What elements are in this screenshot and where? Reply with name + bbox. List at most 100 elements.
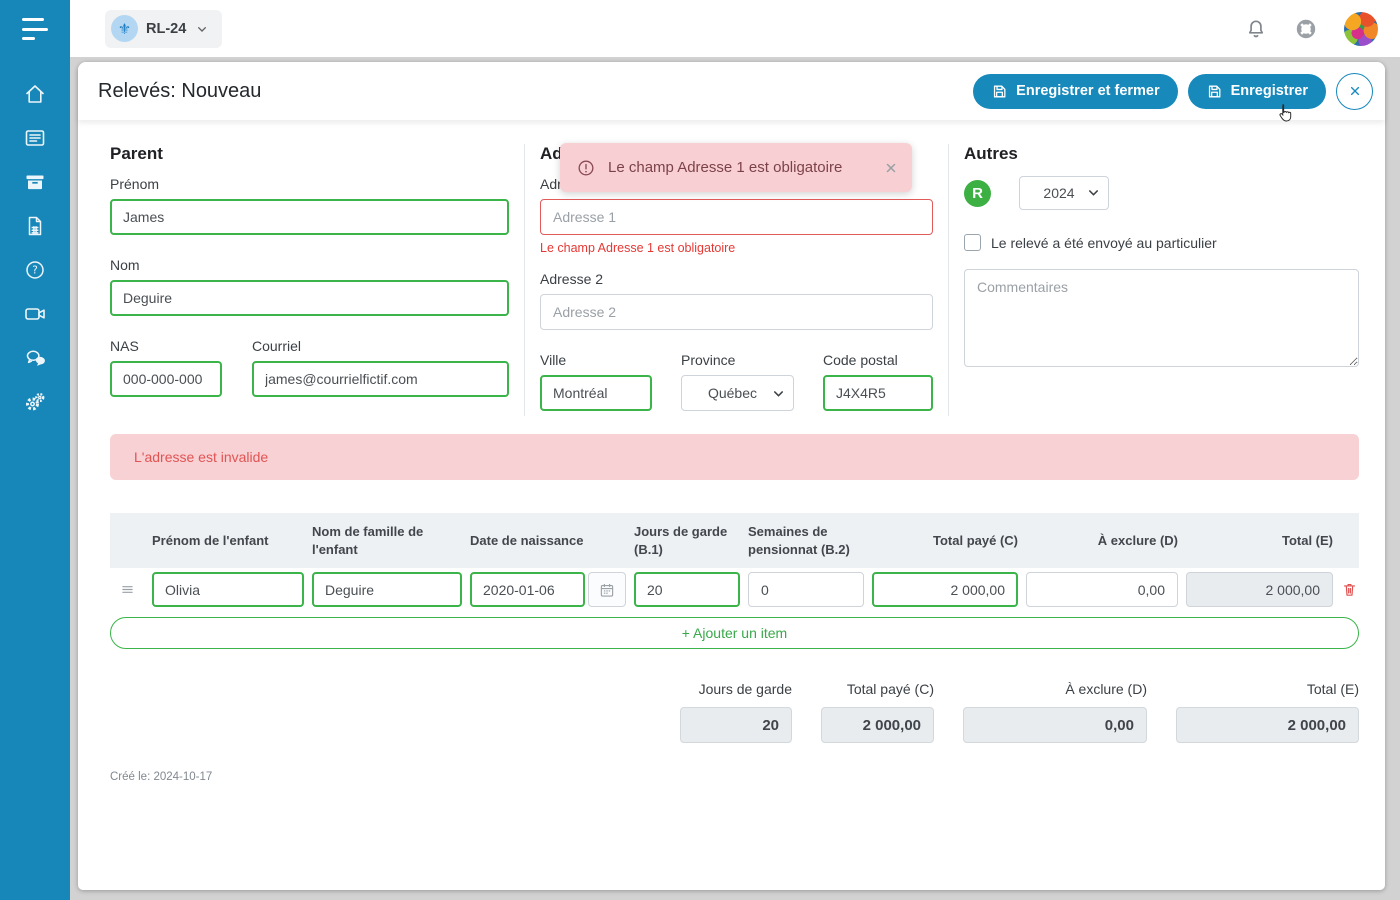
adresse2-label: Adresse 2: [540, 271, 604, 287]
header-actions: Enregistrer et fermer Enregistrer: [973, 72, 1373, 110]
province-label: Province: [681, 352, 736, 368]
toast-message: Le champ Adresse 1 est obligatoire: [608, 159, 843, 176]
col-total: Total (E): [1281, 532, 1333, 548]
user-avatar[interactable]: [1344, 11, 1378, 46]
row-nom-input[interactable]: [312, 572, 462, 607]
col-total-paye: Total payé (C): [933, 532, 1018, 548]
adresse2-input[interactable]: [540, 294, 933, 330]
table-header-row: Prénom de l'enfant Nom de famille de l'e…: [110, 513, 1359, 568]
total-paye-value: 2 000,00: [821, 707, 934, 743]
exclamation-circle-icon: [578, 160, 594, 175]
province-select[interactable]: Québec: [681, 375, 794, 411]
row-jours-garde-input[interactable]: [634, 572, 740, 607]
sent-checkbox[interactable]: [964, 234, 981, 251]
svg-text:?: ?: [32, 265, 38, 277]
delete-row-button[interactable]: [1341, 581, 1358, 598]
total-exclure-label: À exclure (D): [1065, 681, 1147, 697]
sent-checkbox-row: Le relevé a été envoyé au particulier: [964, 234, 1359, 251]
created-date-text: Créé le: 2024-10-17: [110, 771, 213, 783]
bell-icon[interactable]: [1244, 17, 1268, 41]
list-icon[interactable]: [23, 126, 47, 150]
adresse1-input[interactable]: [540, 199, 933, 235]
save-and-close-button[interactable]: Enregistrer et fermer: [973, 73, 1178, 109]
prenom-label: Prénom: [110, 176, 160, 192]
adresse1-error-text: Le champ Adresse 1 est obligatoire: [540, 241, 736, 255]
nom-label: Nom: [110, 257, 140, 273]
fleur-de-lis-icon: ⚜: [111, 15, 138, 42]
save-icon: [1208, 85, 1221, 97]
video-icon[interactable]: [23, 302, 47, 326]
total-e-value: 2 000,00: [1176, 707, 1359, 743]
sidebar: ?: [0, 0, 70, 900]
row-a-exclure-input[interactable]: [1026, 572, 1178, 607]
total-e-label: Total (E): [1306, 681, 1359, 697]
home-icon[interactable]: [23, 82, 47, 106]
total-jours-label: Jours de garde: [698, 681, 792, 697]
prenom-input[interactable]: [110, 199, 509, 235]
releve-type-badge: R: [964, 179, 991, 207]
document-grid-icon[interactable]: [23, 214, 47, 238]
ville-label: Ville: [540, 352, 567, 368]
help-icon[interactable]: ?: [23, 258, 47, 282]
form-columns: Parent Prénom Nom NAS Courriel: [78, 120, 1385, 416]
col-semaines-pensionnat: Semaines de pensionnat (B.2): [748, 523, 850, 557]
section-adresse: Adresse Adresse 1 Le champ Adresse 1 est…: [525, 144, 949, 416]
nas-label: NAS: [110, 338, 139, 354]
close-button[interactable]: [1336, 72, 1373, 110]
address-error-banner: L'adresse est invalide: [110, 434, 1359, 480]
children-table: Prénom de l'enfant Nom de famille de l'e…: [110, 513, 1359, 649]
totals-row: Jours de garde 20 Total payé (C) 2 000,0…: [110, 681, 1359, 743]
col-prenom-enfant: Prénom de l'enfant: [152, 532, 269, 548]
col-jours-garde: Jours de garde (B.1): [634, 523, 728, 557]
chat-icon[interactable]: [23, 346, 47, 370]
close-icon: [1350, 86, 1359, 96]
row-total-input: [1186, 572, 1333, 607]
nom-input[interactable]: [110, 280, 509, 316]
sent-checkbox-label: Le relevé a été envoyé au particulier: [991, 234, 1217, 251]
commentaires-textarea[interactable]: [964, 269, 1359, 367]
panel-header: Relevés: Nouveau Enregistrer et fermer E…: [78, 62, 1385, 120]
sidebar-nav: ?: [23, 82, 47, 414]
ville-input[interactable]: [540, 375, 652, 411]
topbar: ⚜ RL-24: [70, 0, 1400, 57]
row-prenom-input[interactable]: [152, 572, 304, 607]
code-postal-label: Code postal: [823, 352, 898, 368]
total-exclure-value: 0,00: [963, 707, 1147, 743]
table-row: [110, 572, 1359, 607]
main-panel: Relevés: Nouveau Enregistrer et fermer E…: [78, 62, 1385, 890]
settings-icon[interactable]: [23, 390, 47, 414]
total-jours-value: 20: [680, 707, 792, 743]
close-icon: [886, 163, 896, 172]
col-date-naissance: Date de naissance: [470, 532, 584, 548]
row-total-paye-input[interactable]: [872, 572, 1018, 607]
archive-icon[interactable]: [23, 170, 47, 194]
banner-message: L'adresse est invalide: [134, 449, 269, 465]
app-chip-label: RL-24: [146, 20, 187, 37]
col-nom-enfant: Nom de famille de l'enfant: [312, 523, 424, 557]
courriel-label: Courriel: [252, 338, 302, 354]
parent-heading: Parent: [110, 144, 163, 163]
calendar-icon: [600, 583, 614, 597]
add-item-button[interactable]: + Ajouter un item: [110, 617, 1359, 649]
support-lifebuoy-icon[interactable]: [1294, 17, 1318, 41]
validation-toast: Le champ Adresse 1 est obligatoire: [560, 143, 912, 192]
page-title: Relevés: Nouveau: [98, 79, 262, 102]
toast-close-button[interactable]: [884, 161, 898, 175]
section-parent: Parent Prénom Nom NAS Courriel: [110, 144, 525, 416]
drag-handle-icon[interactable]: [110, 581, 144, 598]
menu-icon[interactable]: [22, 18, 48, 40]
section-autres: Autres R 2024 Le relevé a été envoyé au …: [949, 144, 1359, 416]
autres-heading: Autres: [964, 144, 1018, 163]
save-button[interactable]: Enregistrer: [1187, 73, 1326, 109]
courriel-input[interactable]: [252, 361, 509, 397]
trash-icon: [1343, 583, 1356, 596]
date-picker-button[interactable]: [588, 572, 626, 607]
code-postal-input[interactable]: [823, 375, 933, 411]
nas-input[interactable]: [110, 361, 222, 397]
row-semaines-input[interactable]: [748, 572, 864, 607]
chevron-down-icon: [198, 26, 207, 32]
app-switcher-chip[interactable]: ⚜ RL-24: [105, 9, 223, 48]
year-select[interactable]: 2024: [1019, 176, 1109, 210]
row-date-naissance-input[interactable]: [470, 572, 585, 607]
